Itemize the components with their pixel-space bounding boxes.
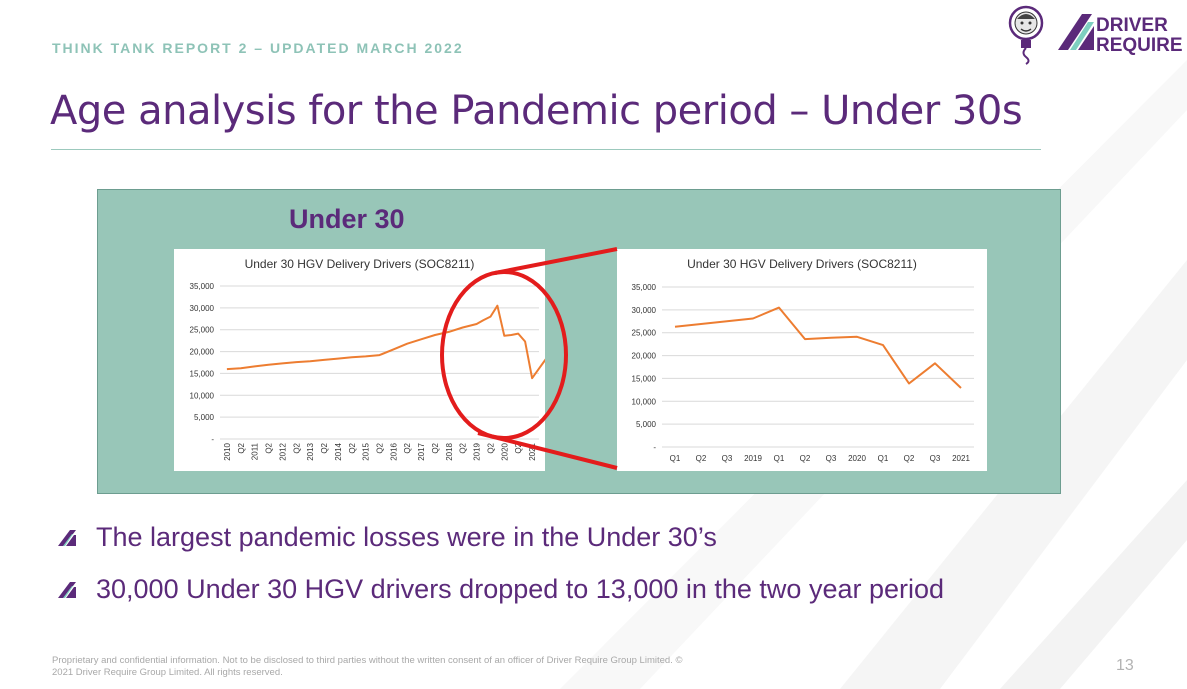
y-tick-label: 25,000 <box>632 329 657 338</box>
line-chart-full-period: 35,000 30,000 25,000 20,000 15,000 10,000 5,00… <box>190 282 545 461</box>
x-tick-label: 2021 <box>952 454 970 463</box>
x-tick-label: Q2 <box>265 442 274 453</box>
x-tick-label: Q2 <box>696 454 707 463</box>
series-line <box>674 306 962 389</box>
x-tick-label: Q1 <box>670 454 681 463</box>
page-number: 13 <box>1116 657 1134 674</box>
x-tick-label: Q2 <box>486 442 495 453</box>
y-tick-label: 35,000 <box>632 283 657 292</box>
chart-title: Under 30 HGV Delivery Drivers (SOC8211) <box>687 257 917 271</box>
x-tick-label: Q2 <box>348 442 357 453</box>
x-tick-label: Q2 <box>237 442 246 453</box>
x-tick-label: Q2 <box>431 442 440 453</box>
x-tick-label: Q1 <box>878 454 889 463</box>
x-tick-label: Q3 <box>722 454 733 463</box>
y-tick-label: 20,000 <box>632 352 657 361</box>
bullet-item: 30,000 Under 30 HGV drivers dropped to 1… <box>58 572 958 606</box>
report-label: THINK TANK REPORT 2 – UPDATED MARCH 2022 <box>52 40 464 56</box>
x-tick-label: 2021 <box>528 442 537 460</box>
y-tick-label: - <box>653 443 656 452</box>
x-tick-label: 2012 <box>278 442 287 460</box>
x-tick-label: 2014 <box>334 442 343 460</box>
x-tick-label: 2019 <box>744 454 762 463</box>
x-tick-label: 2010 <box>223 442 232 460</box>
lightbulb-face-icon <box>1008 5 1044 65</box>
y-tick-label: 5,000 <box>636 420 657 429</box>
x-tick-label: 2020 <box>500 442 509 460</box>
y-tick-label: 10,000 <box>632 397 657 406</box>
x-tick-label: 2018 <box>445 442 454 460</box>
y-tick-label: 15,000 <box>632 374 657 383</box>
chart-card-full-period: Under 30 HGV Delivery Drivers (SOC8211) … <box>174 249 545 471</box>
bullet-arrow-icon <box>58 530 76 546</box>
x-tick-label: Q2 <box>459 442 468 453</box>
x-tick-label: 2013 <box>306 442 315 460</box>
chart-title: Under 30 HGV Delivery Drivers (SOC8211) <box>244 257 475 271</box>
brand-line-2: REQUIRE <box>1096 35 1183 56</box>
panel-title: Under 30 <box>289 204 405 234</box>
x-tick-label: Q3 <box>930 454 941 463</box>
x-tick-label: 2019 <box>473 442 482 460</box>
x-tick-label: 2011 <box>251 442 260 460</box>
x-tick-label: 2020 <box>848 454 866 463</box>
x-tick-label: 2015 <box>362 442 371 460</box>
driver-require-logo: DRIVER REQUIRE <box>1058 14 1183 56</box>
y-tick-label: 20,000 <box>190 348 215 357</box>
x-tick-label: Q2 <box>403 442 412 453</box>
bullet-item: The largest pandemic losses were in the … <box>58 520 958 554</box>
title-divider <box>51 149 1041 150</box>
chart-card-pandemic-period: Under 30 HGV Delivery Drivers (SOC8211) … <box>617 249 987 471</box>
x-tick-label: Q1 <box>774 454 785 463</box>
y-tick-label: 25,000 <box>190 326 215 335</box>
y-tick-label: 30,000 <box>190 304 215 313</box>
x-tick-label: Q2 <box>292 442 301 453</box>
x-tick-label: 2017 <box>417 442 426 460</box>
x-tick-label: Q2 <box>320 442 329 453</box>
y-tick-label: 5,000 <box>194 413 215 422</box>
y-tick-label: 35,000 <box>190 282 215 291</box>
x-tick-label: Q2 <box>800 454 811 463</box>
bullet-arrow-icon <box>58 582 76 598</box>
x-tick-label: Q2 <box>514 442 523 453</box>
y-tick-label: 10,000 <box>190 391 215 400</box>
series-line <box>226 304 545 380</box>
x-tick-label: Q2 <box>376 442 385 453</box>
page-title: Age analysis for the Pandemic period – U… <box>50 88 1023 134</box>
brand-line-1: DRIVER <box>1096 15 1168 36</box>
y-tick-label: 15,000 <box>190 369 215 378</box>
x-tick-label: Q2 <box>904 454 915 463</box>
x-tick-label: 2016 <box>389 442 398 460</box>
x-tick-label: Q3 <box>826 454 837 463</box>
bullet-text: 30,000 Under 30 HGV drivers dropped to 1… <box>96 573 945 604</box>
line-chart-pandemic-period: 35,000 30,000 25,000 20,000 15,000 10,000 5,00… <box>632 283 974 463</box>
footer-disclaimer: Proprietary and confidential information… <box>52 655 683 678</box>
bullet-text: The largest pandemic losses were in the … <box>96 521 717 552</box>
y-tick-label: - <box>211 435 214 444</box>
y-tick-label: 30,000 <box>632 306 657 315</box>
